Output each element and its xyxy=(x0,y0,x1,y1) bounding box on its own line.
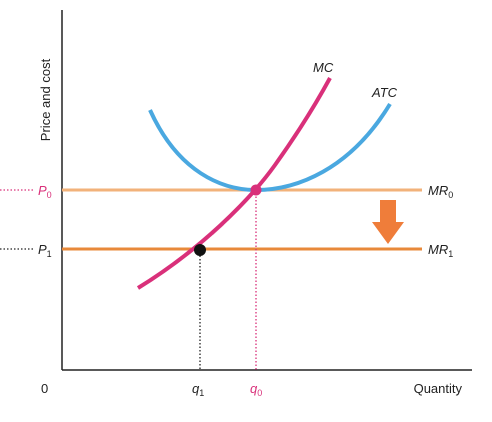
q1-label: q1 xyxy=(192,381,204,398)
p0-label-main: P xyxy=(38,183,47,198)
q0-label-main: q xyxy=(250,381,258,396)
p0-label-sub: 0 xyxy=(47,190,52,200)
x-axis-label: Quantity xyxy=(414,381,463,396)
mr0-label-sub: 0 xyxy=(448,190,453,200)
mc-label: MC xyxy=(313,60,334,75)
q1-label-main: q xyxy=(192,381,200,396)
mc-arrow-3 xyxy=(212,224,225,236)
q1-label-sub: 1 xyxy=(199,388,204,398)
shift-down-arrow xyxy=(372,200,404,244)
p1-label: P1 xyxy=(38,242,52,259)
p1-label-sub: 1 xyxy=(47,249,52,259)
mr1-label-sub: 1 xyxy=(448,249,453,259)
origin-label: 0 xyxy=(41,381,48,396)
mr0-label: MR0 xyxy=(428,183,453,200)
p1-label-main: P xyxy=(38,242,47,257)
q0-label-sub: 0 xyxy=(257,388,262,398)
p0-label: P0 xyxy=(38,183,52,200)
mc-arrow-2 xyxy=(227,209,239,222)
mr1-label: MR1 xyxy=(428,242,453,259)
y-axis-label: Price and cost xyxy=(38,58,53,141)
mc-curve xyxy=(136,77,332,290)
mr1-label-main: MR xyxy=(428,242,448,257)
q0-label: q0 xyxy=(250,381,262,398)
mc-arrow-1 xyxy=(241,193,253,206)
atc-label: ATC xyxy=(371,85,398,100)
mr0-label-main: MR xyxy=(428,183,448,198)
atc-curve xyxy=(148,102,392,193)
point-q1-p1 xyxy=(194,244,206,256)
point-q0-p0 xyxy=(250,184,262,196)
